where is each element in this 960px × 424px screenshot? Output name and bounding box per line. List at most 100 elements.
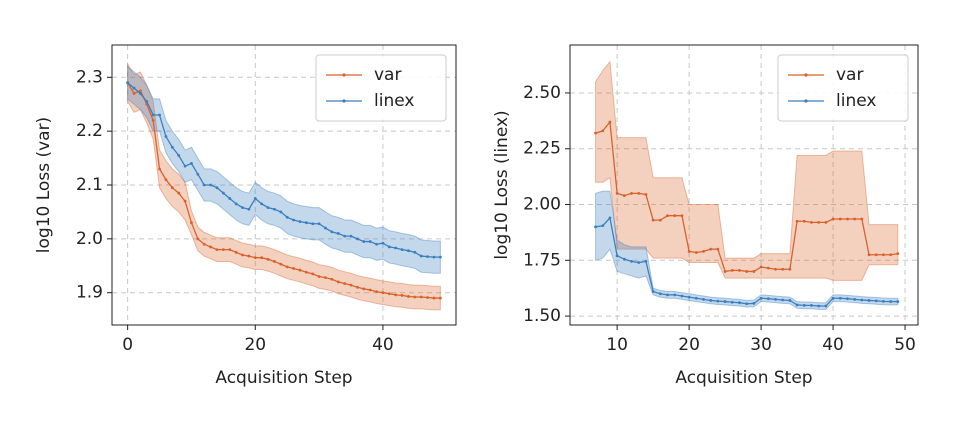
point xyxy=(817,304,821,308)
y-tick-label: 2.2 xyxy=(76,121,103,141)
point xyxy=(601,224,605,228)
point xyxy=(394,293,398,297)
point xyxy=(723,300,727,303)
point xyxy=(253,256,257,260)
point xyxy=(311,272,315,276)
y-axis-label: log10 Loss (linex) xyxy=(492,110,512,259)
point xyxy=(413,295,417,299)
x-axis-label: Acquisition Step xyxy=(675,368,812,388)
point xyxy=(215,186,219,190)
y-tick-label: 1.9 xyxy=(76,283,103,303)
point xyxy=(608,216,612,220)
point xyxy=(317,222,321,226)
point xyxy=(752,270,756,273)
point xyxy=(139,92,142,95)
point xyxy=(680,214,684,218)
point xyxy=(694,296,698,300)
point xyxy=(209,183,213,187)
plot-frame xyxy=(111,44,457,326)
point xyxy=(400,293,404,297)
point xyxy=(795,303,799,307)
point xyxy=(317,275,321,278)
point xyxy=(407,249,410,253)
point xyxy=(860,217,864,221)
legend-label: linex xyxy=(374,91,414,111)
point xyxy=(702,297,705,301)
point xyxy=(882,253,885,257)
point xyxy=(774,267,777,271)
point xyxy=(413,250,417,254)
point xyxy=(630,260,633,263)
point xyxy=(723,270,727,273)
plot-frame xyxy=(569,44,919,326)
point xyxy=(795,219,799,223)
point xyxy=(139,89,142,93)
y-tick-label: 2.3 xyxy=(76,67,103,87)
point xyxy=(241,253,244,257)
point xyxy=(687,249,691,253)
point xyxy=(680,294,684,298)
point xyxy=(810,220,813,224)
point xyxy=(400,248,404,252)
point xyxy=(126,81,130,85)
point xyxy=(419,295,423,299)
point xyxy=(324,226,327,230)
point xyxy=(658,218,662,222)
point xyxy=(330,277,334,281)
y-tick-label: 2.25 xyxy=(523,139,561,159)
point xyxy=(896,252,900,256)
point xyxy=(253,197,257,200)
point xyxy=(759,296,763,300)
point xyxy=(716,247,720,251)
point xyxy=(343,282,347,285)
point xyxy=(145,100,149,103)
confidence-band xyxy=(127,62,441,311)
point xyxy=(874,253,878,257)
point xyxy=(622,194,626,197)
point xyxy=(183,199,187,203)
point xyxy=(766,266,770,270)
legend-label: var xyxy=(374,65,401,85)
point xyxy=(387,292,391,296)
point xyxy=(419,254,423,258)
point xyxy=(209,245,213,249)
legend-marker xyxy=(804,73,808,77)
x-tick-label: 40 xyxy=(822,335,844,355)
point xyxy=(666,214,669,218)
point xyxy=(432,296,436,300)
point xyxy=(673,293,677,297)
point xyxy=(304,270,308,274)
point xyxy=(247,207,251,211)
point xyxy=(381,291,385,295)
x-tick-label: 40 xyxy=(372,335,394,355)
point xyxy=(298,268,302,272)
x-tick-label: 0 xyxy=(122,335,133,355)
point xyxy=(170,186,174,190)
point xyxy=(694,251,698,254)
point xyxy=(644,193,648,196)
point xyxy=(260,256,264,260)
x-tick-label: 20 xyxy=(244,335,266,355)
point xyxy=(330,230,334,234)
point xyxy=(387,245,391,249)
point xyxy=(874,299,878,303)
point xyxy=(824,220,828,224)
confidence-band xyxy=(595,60,899,281)
point xyxy=(273,260,276,263)
point xyxy=(615,191,619,195)
point xyxy=(298,220,302,224)
point xyxy=(601,129,605,133)
point xyxy=(177,153,181,157)
point xyxy=(817,220,821,224)
point xyxy=(132,92,136,95)
point xyxy=(658,292,662,296)
x-tick-label: 30 xyxy=(750,335,772,355)
point xyxy=(355,285,359,289)
point xyxy=(709,247,713,251)
point xyxy=(702,249,705,253)
point xyxy=(666,293,669,297)
point xyxy=(407,295,410,298)
confidence-band xyxy=(595,190,899,310)
point xyxy=(292,267,295,270)
